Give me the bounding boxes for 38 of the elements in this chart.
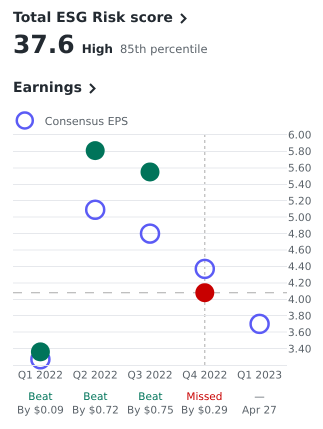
y-tick-label: 5.60 <box>288 162 312 175</box>
y-tick-label: 4.60 <box>288 244 312 257</box>
y-tick-label: 3.60 <box>288 326 312 339</box>
x-tick-label: Q4 2022 <box>182 370 228 382</box>
text: Beat By $0.75 <box>127 391 174 417</box>
y-tick-label: 5.40 <box>288 178 312 191</box>
y-tick-label: 4.40 <box>288 261 312 274</box>
y-tick-label: 4.80 <box>288 228 312 240</box>
text: Earnings <box>13 80 82 96</box>
x-tick-label: Q3 2022 <box>127 370 173 382</box>
text: — Apr 27 <box>242 391 277 417</box>
text: Missed By $0.29 <box>181 391 228 417</box>
legend-label: Consensus EPS <box>44 114 128 128</box>
point <box>140 162 160 182</box>
point <box>194 258 216 280</box>
x-tick-label: Q1 2022 <box>18 370 63 382</box>
x-tick-label: Q2 2022 <box>72 370 118 382</box>
y-tick-label: 3.40 <box>288 343 312 356</box>
point <box>30 342 50 362</box>
chart-title: Total ESG Risk score <box>13 10 173 26</box>
text: 37.6 <box>13 30 75 59</box>
x-tick-label: Q1 2023 <box>237 370 282 382</box>
text: High <box>82 42 113 56</box>
point <box>86 141 105 160</box>
point <box>195 283 214 302</box>
point <box>84 200 106 220</box>
y-tick-label: 3.80 <box>288 310 312 322</box>
text: Beat By $0.09 <box>17 391 64 417</box>
y-tick-label: 4.20 <box>288 278 312 290</box>
y-tick-label: 5.80 <box>288 146 312 158</box>
text: 85th percentile <box>120 42 208 56</box>
y-tick-label: 4.00 <box>288 294 312 306</box>
point <box>249 314 270 334</box>
text: Beat By $0.72 <box>72 391 119 417</box>
point <box>140 223 160 244</box>
y-tick-label: 5.00 <box>288 212 312 224</box>
y-tick-label: 5.20 <box>288 195 312 208</box>
y-tick-label: 6.00 <box>288 130 312 142</box>
